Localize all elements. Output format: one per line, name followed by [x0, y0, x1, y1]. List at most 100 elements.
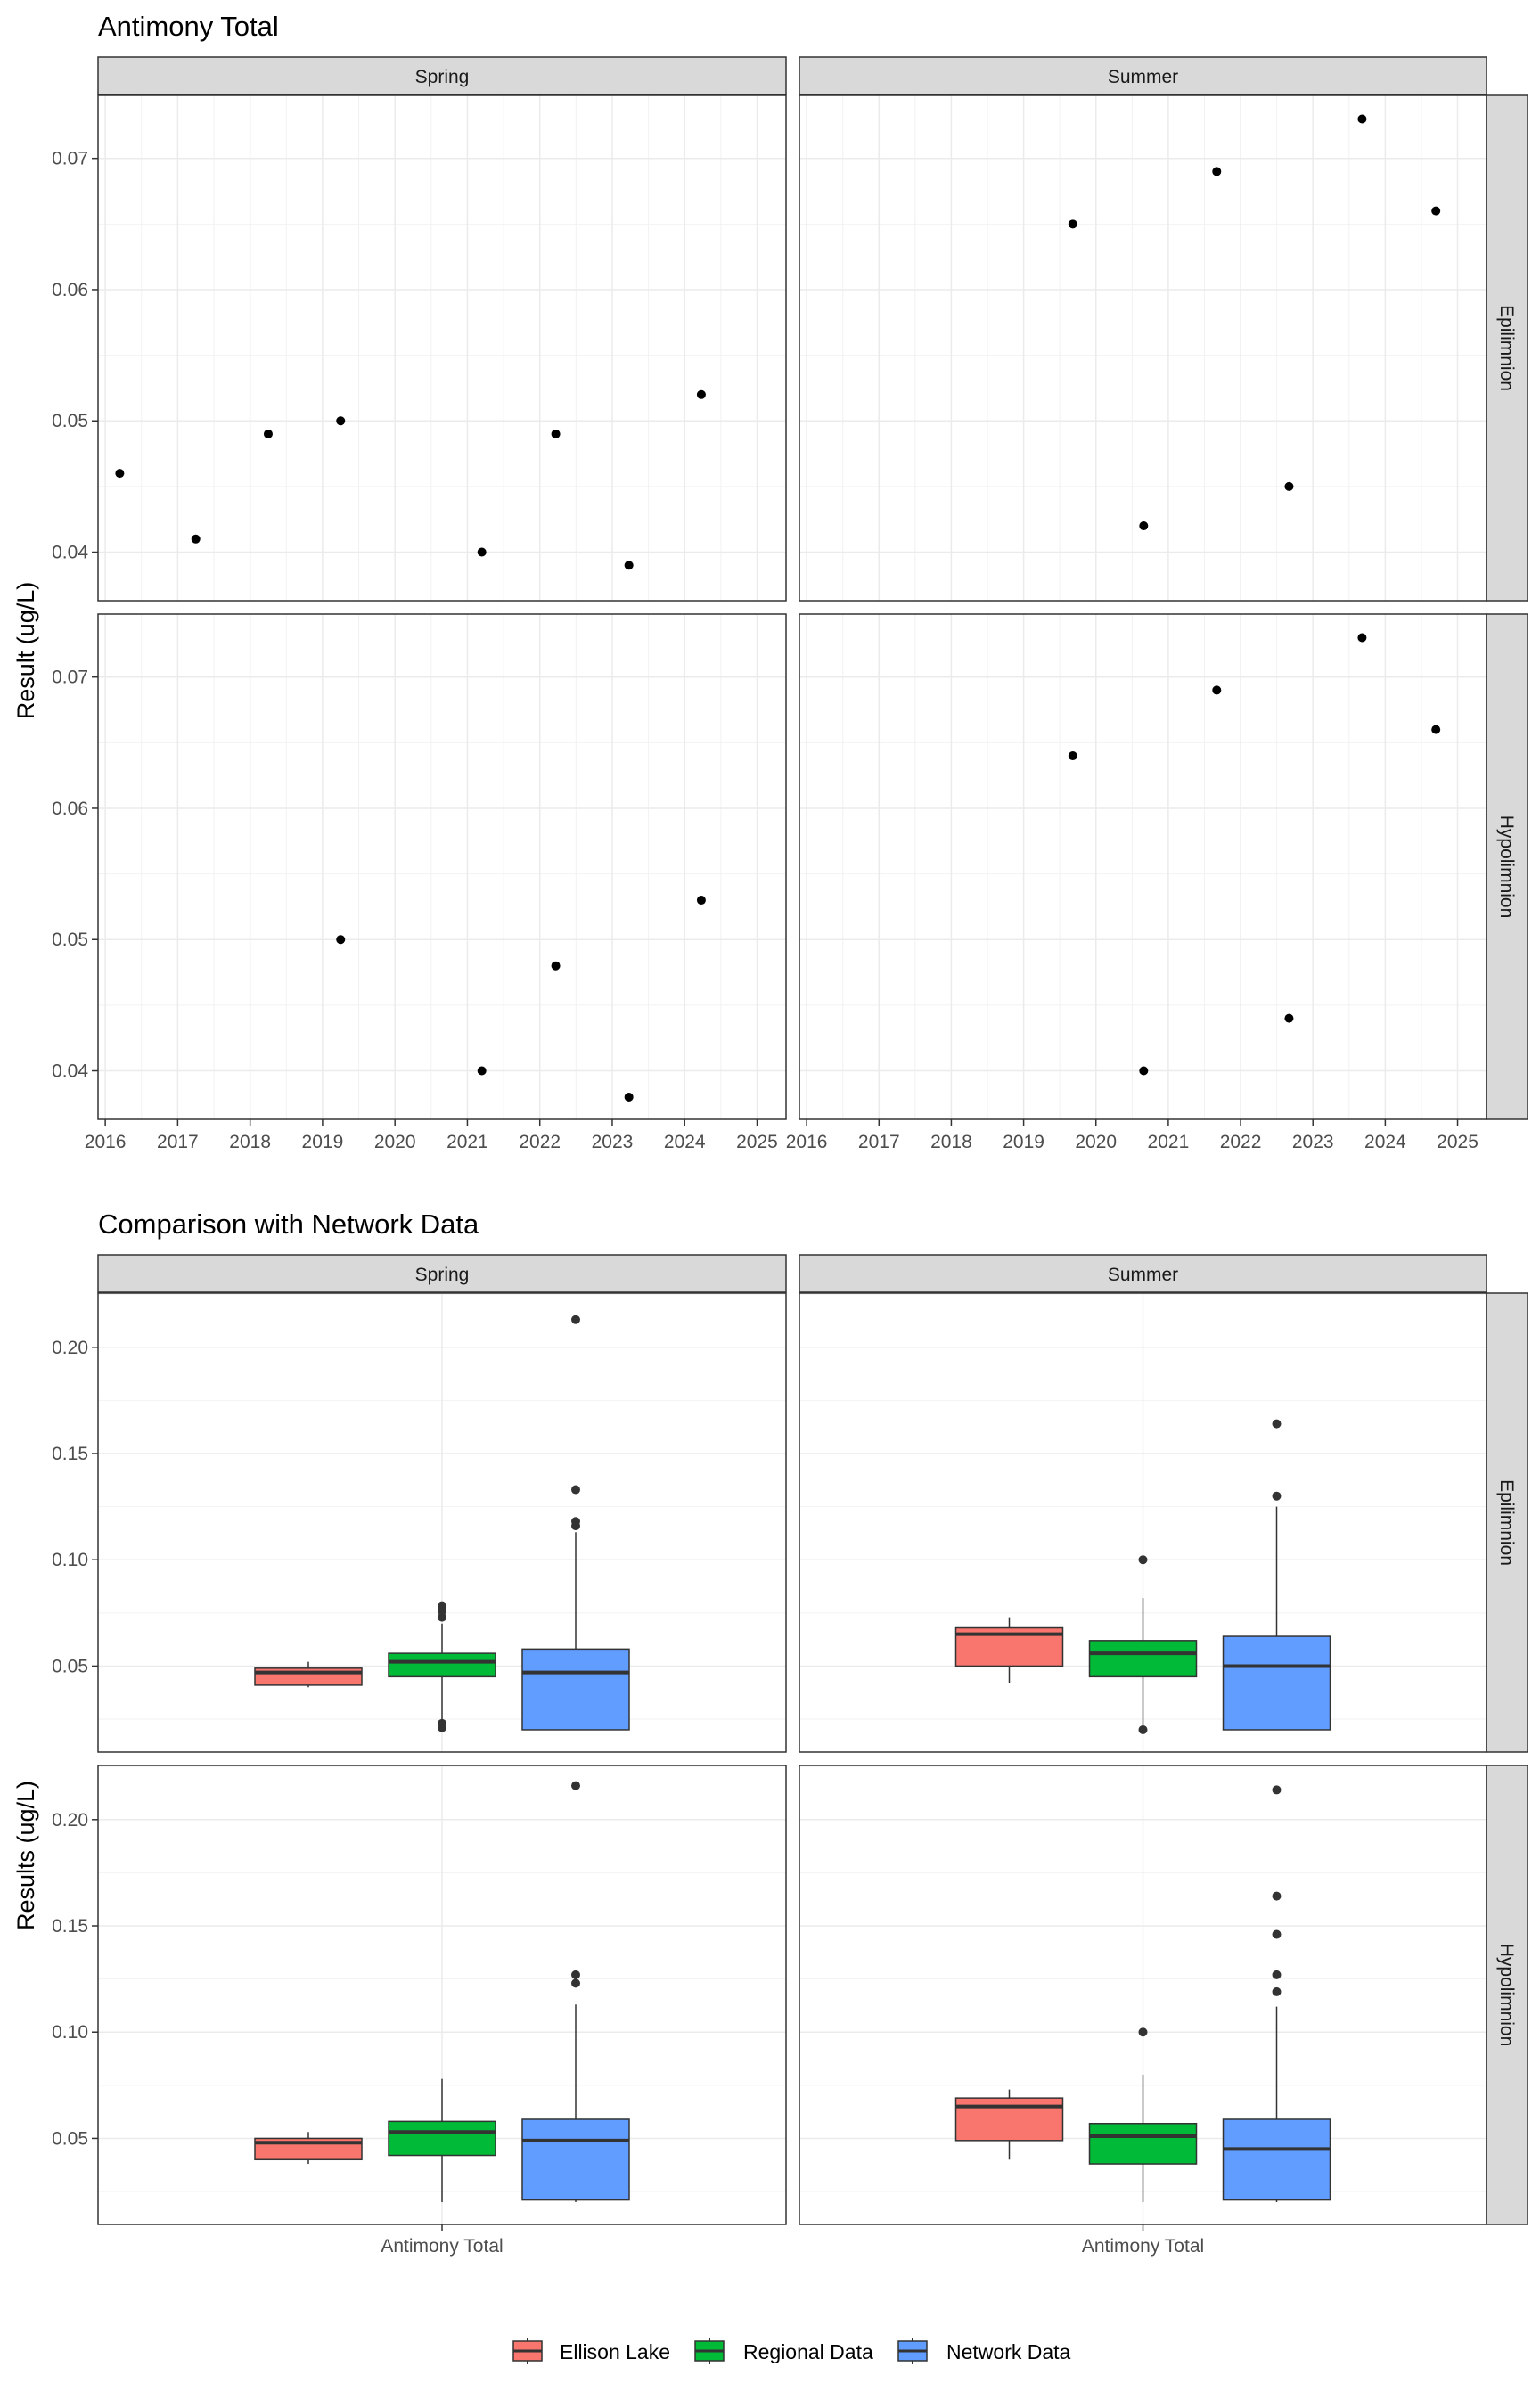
box-network-data: [1222, 1785, 1331, 2202]
scatter-panel-spring-hypolimnion: [97, 613, 787, 1120]
data-point: [1212, 685, 1222, 695]
data-point: [1139, 1066, 1149, 1076]
legend-item-regional-data: Regional Data: [694, 2338, 873, 2364]
facet-label-epilimnion: Epilimnion: [1496, 305, 1517, 391]
x-tick-label: 2016: [786, 1132, 828, 1152]
scatter-panel-summer-epilimnion: [799, 94, 1487, 602]
y-tick-label: 0.15: [52, 1444, 88, 1464]
box-panel-spring-hypolimnion: [97, 1765, 787, 2225]
x-tick-label: 2024: [1364, 1132, 1406, 1152]
box-regional-data: [1088, 2027, 1198, 2202]
y-tick-label: 0.15: [52, 1916, 88, 1937]
box-network-data: [1222, 1419, 1331, 1731]
box-regional-data: [1088, 1555, 1198, 1734]
y-tick-label: 0.06: [52, 799, 88, 819]
outlier-point: [1272, 1491, 1282, 1501]
outlier-point: [571, 1781, 580, 1790]
x-tick-label: 2016: [85, 1132, 127, 1152]
box-network-data: [521, 1781, 630, 2202]
y-tick-label: 0.07: [52, 149, 88, 169]
y-tick-label: 0.10: [52, 2022, 88, 2043]
iqr-box: [1222, 2118, 1331, 2201]
outlier-point: [1138, 2027, 1148, 2037]
x-tick-label: 2025: [1437, 1132, 1479, 1152]
data-point: [551, 429, 561, 438]
facet-label-summer: Summer: [1108, 67, 1178, 87]
scatter-y-axis-label: Result (ug/L): [12, 582, 39, 720]
outlier-point: [1272, 1785, 1282, 1795]
data-point: [624, 1092, 634, 1102]
x-tick-label: 2023: [1292, 1132, 1334, 1152]
facet-strip-epilimnion: [1486, 1292, 1528, 1753]
outlier-point: [571, 1517, 580, 1527]
legend-label-ellison-lake: Ellison Lake: [560, 2340, 670, 2363]
outlier-point: [571, 1485, 580, 1495]
iqr-box: [1222, 1635, 1331, 1731]
facet-strip-summer: [799, 56, 1487, 95]
data-point: [1139, 521, 1149, 531]
box-ellison-lake: [254, 2132, 363, 2165]
scatter-panel-summer-hypolimnion: [799, 613, 1487, 1120]
x-tick-label: 2023: [592, 1132, 634, 1152]
x-tick-label: 2019: [302, 1132, 344, 1152]
facet-strip-hypolimnion: [1486, 1765, 1528, 2225]
box-ellison-lake: [254, 1661, 363, 1688]
panel-background: [799, 614, 1487, 1119]
data-point: [1284, 481, 1294, 491]
data-point: [477, 1066, 487, 1076]
scatter-chart: 0.04 0.05 0.06 0.07 0.04 0.05 0.06 0.07 2016 2017…: [52, 56, 1528, 1152]
data-point: [115, 469, 125, 479]
y-tick-label: 0.05: [52, 2128, 88, 2149]
y-tick-label: 0.05: [52, 1656, 88, 1676]
facet-label-spring: Spring: [415, 67, 470, 87]
legend-item-ellison-lake: Ellison Lake: [512, 2338, 670, 2364]
outlier-point: [571, 1315, 580, 1324]
outlier-point: [1272, 1891, 1282, 1901]
data-point: [191, 534, 201, 544]
x-tick-label: 2018: [229, 1132, 271, 1152]
panel-border: [97, 613, 787, 1120]
y-tick-label: 0.05: [52, 411, 88, 431]
outlier-point: [571, 1970, 580, 1979]
box-chart: 0.05 0.10 0.15 0.20 0.05 0.10 0.15 0.20 Antimony…: [52, 1254, 1528, 2257]
y-tick-label: 0.10: [52, 1550, 88, 1570]
facet-strip-spring: [97, 1254, 787, 1293]
x-tick-label: 2022: [519, 1132, 561, 1152]
panel-background: [98, 95, 786, 601]
scatter-chart-title: Antimony Total: [98, 11, 279, 42]
data-point: [696, 389, 706, 399]
x-tick-label: 2017: [157, 1132, 199, 1152]
data-point: [263, 429, 273, 438]
box-network-data: [521, 1315, 630, 1731]
legend-label-network-data: Network Data: [946, 2340, 1071, 2363]
iqr-box: [521, 1648, 630, 1731]
data-point: [1357, 633, 1367, 643]
facet-strip-epilimnion: [1486, 94, 1528, 602]
facet-strip-hypolimnion: [1486, 613, 1528, 1120]
outlier-point: [1272, 1419, 1282, 1429]
y-tick-label: 0.05: [52, 930, 88, 950]
x-tick-label: 2018: [930, 1132, 972, 1152]
iqr-box: [1088, 1640, 1198, 1678]
y-tick-label: 0.06: [52, 280, 88, 300]
outlier-point: [438, 1612, 446, 1622]
panel-background: [799, 95, 1487, 601]
legend: Ellison Lake Regional Data Network Data: [512, 2338, 1071, 2364]
panel-border: [97, 94, 787, 602]
scatter-panel-spring-epilimnion: [97, 94, 787, 602]
y-tick-label: 0.07: [52, 668, 88, 688]
x-tick-label: 2017: [858, 1132, 900, 1152]
iqr-box: [1088, 2122, 1198, 2165]
x-tick-label: Antimony Total: [381, 2236, 503, 2257]
data-point: [336, 935, 346, 945]
x-tick-label: 2020: [374, 1132, 416, 1152]
outlier-point: [1272, 1929, 1282, 1939]
box-panel-spring-epilimnion: [97, 1292, 787, 1753]
legend-label-regional-data: Regional Data: [743, 2340, 873, 2363]
x-tick-label: Antimony Total: [1082, 2236, 1204, 2257]
outlier-point: [1138, 1555, 1148, 1565]
outlier-point: [1272, 1986, 1282, 1996]
panel-border: [97, 1292, 787, 1753]
iqr-box: [521, 2118, 630, 2201]
